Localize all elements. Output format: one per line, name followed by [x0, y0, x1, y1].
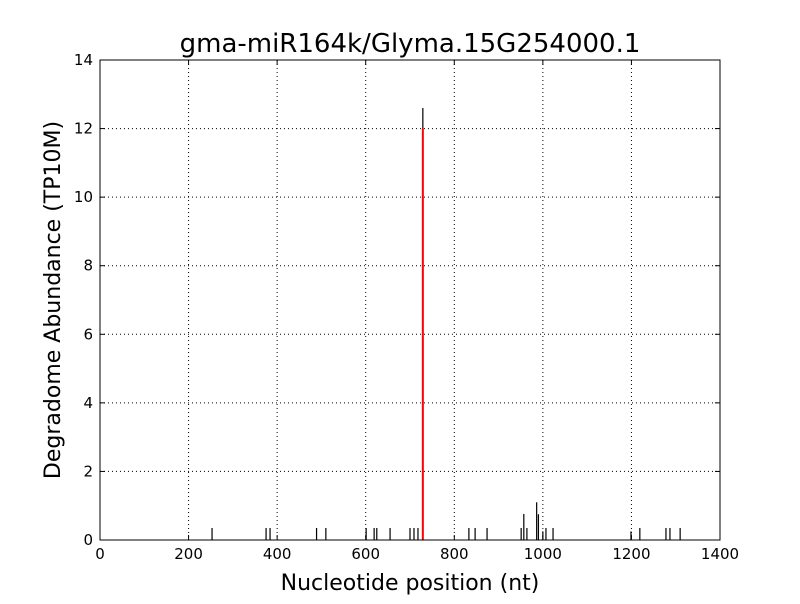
x-tick-label: 800 [440, 545, 469, 563]
y-tick-label: 12 [74, 120, 93, 138]
x-tick-label: 1400 [701, 545, 739, 563]
y-tick-label: 10 [74, 188, 93, 206]
x-axis-label: Nucleotide position (nt) [281, 571, 540, 596]
plot-frame [99, 59, 721, 541]
y-tick-label: 6 [83, 325, 93, 343]
x-tick-label: 400 [263, 545, 292, 563]
x-tick-label: 600 [351, 545, 380, 563]
y-axis-label: Degradome Abundance (TP10M) [41, 121, 66, 479]
x-tick-label: 0 [95, 545, 105, 563]
y-tick-label: 14 [74, 51, 93, 69]
x-tick-label: 1200 [612, 545, 650, 563]
y-tick-label: 0 [83, 531, 93, 549]
y-tick-label: 8 [83, 257, 93, 275]
chart-title: gma-miR164k/Glyma.15G254000.1 [180, 29, 641, 59]
x-tick-label: 1000 [524, 545, 562, 563]
x-tick-label: 200 [174, 545, 203, 563]
y-tick-label: 4 [83, 394, 93, 412]
y-tick-label: 2 [83, 462, 93, 480]
